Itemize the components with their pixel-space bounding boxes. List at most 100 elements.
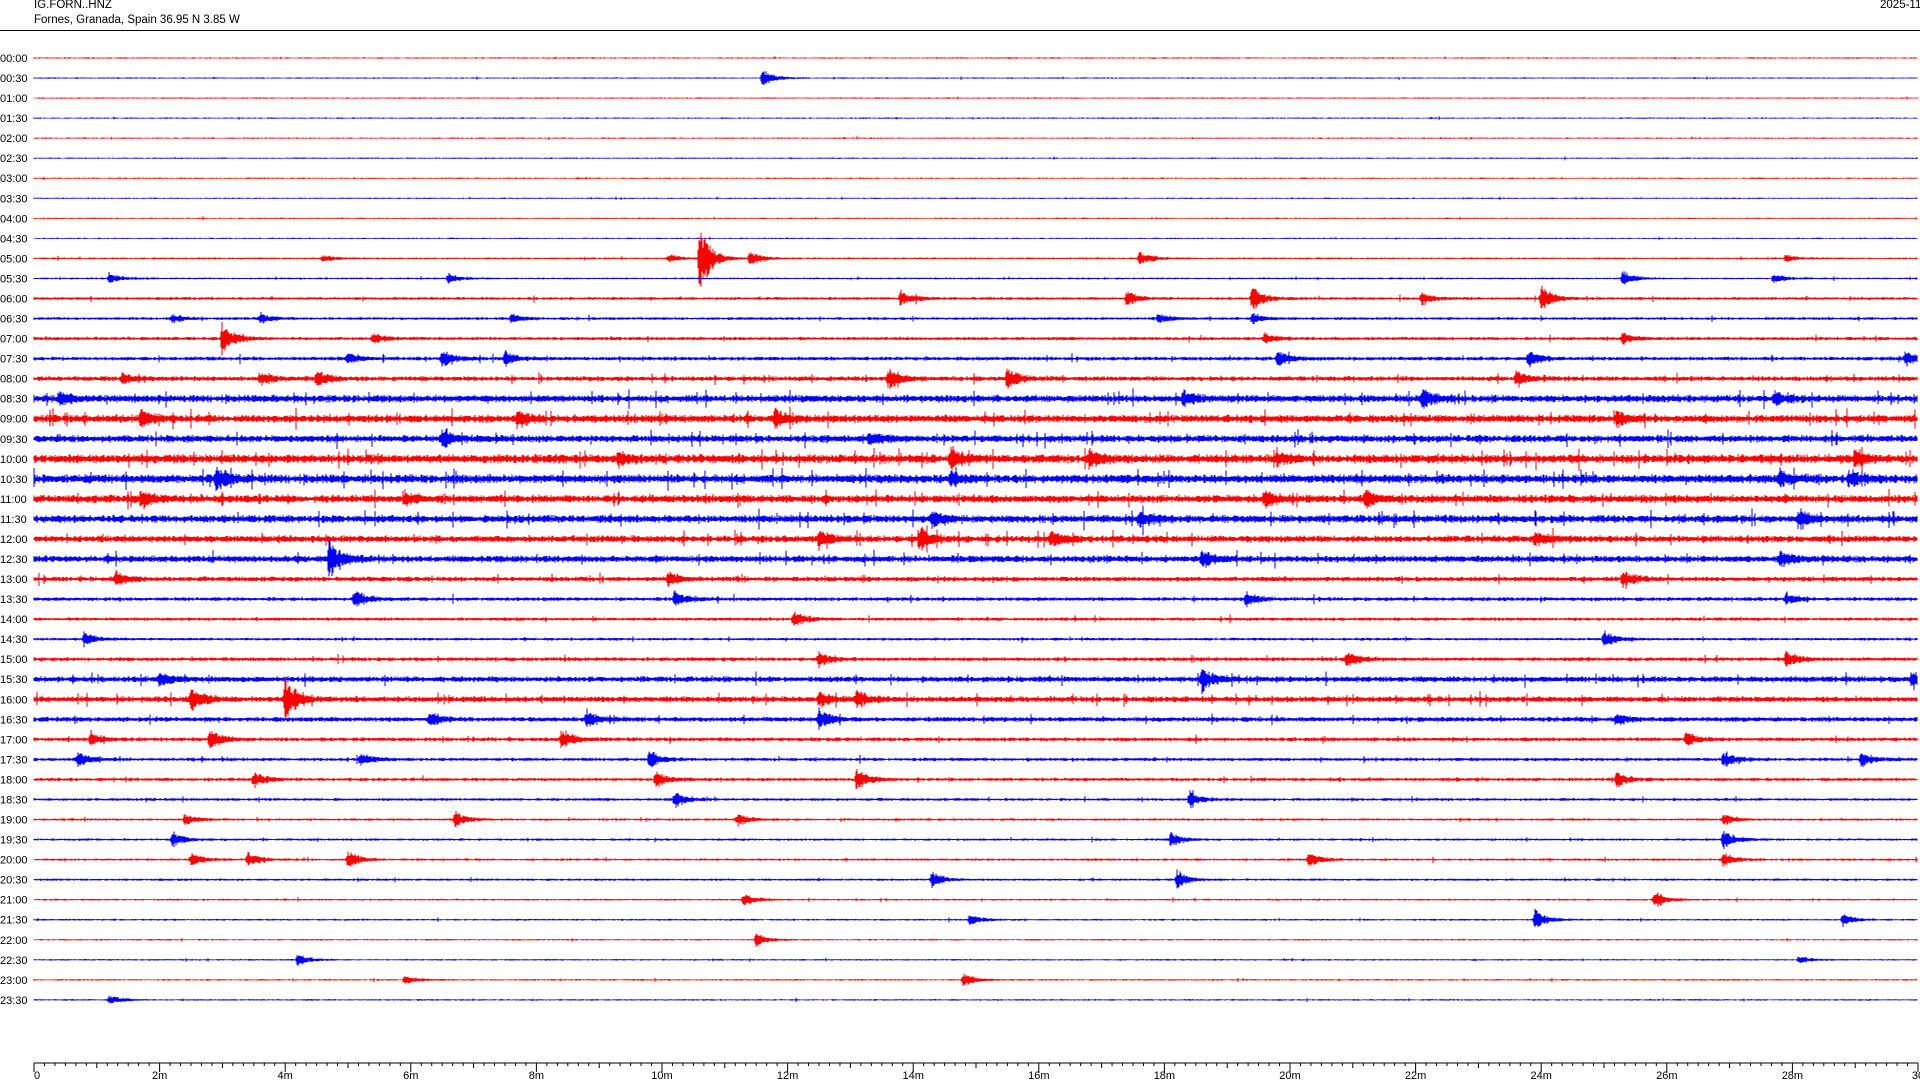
row-label-0800: 08:00	[0, 374, 28, 386]
trace-0030	[33, 71, 1918, 86]
row-label-0530: 05:30	[0, 273, 28, 285]
trace-0400	[33, 216, 1918, 221]
row-label-2300: 23:00	[0, 975, 28, 987]
row-label-1130: 11:30	[0, 514, 27, 526]
x-tick-label: 12m	[777, 1070, 798, 1080]
row-label-0730: 07:30	[0, 354, 28, 366]
trace-0130	[33, 116, 1918, 120]
row-label-0030: 00:30	[0, 73, 28, 85]
row-label-1330: 13:30	[0, 594, 28, 606]
row-label-0700: 07:00	[0, 334, 28, 346]
row-label-0600: 06:00	[0, 293, 28, 305]
x-tick-label: 30	[1912, 1070, 1920, 1080]
trace-2130	[33, 908, 1918, 927]
trace-1830	[33, 790, 1918, 809]
x-tick-label: 16m	[1028, 1070, 1049, 1080]
row-label-1430: 14:30	[0, 634, 28, 646]
trace-1000	[33, 446, 1918, 473]
trace-1500	[33, 650, 1918, 669]
x-tick-label: 28m	[1782, 1070, 1803, 1080]
row-label-1730: 17:30	[0, 754, 28, 766]
trace-1100	[33, 489, 1918, 510]
trace-0630	[33, 312, 1918, 325]
trace-1230	[33, 540, 1918, 577]
trace-1330	[33, 590, 1918, 608]
row-label-0900: 09:00	[0, 414, 28, 426]
trace-2200	[33, 933, 1918, 947]
trace-0330	[33, 196, 1918, 201]
trace-0000	[33, 56, 1918, 60]
row-label-0000: 00:00	[0, 53, 28, 65]
trace-2330	[33, 995, 1918, 1004]
x-tick-label: 4m	[278, 1070, 293, 1080]
trace-0230	[33, 156, 1918, 161]
row-label-1930: 19:30	[0, 835, 28, 847]
row-label-0400: 04:00	[0, 213, 28, 225]
trace-0200	[33, 136, 1918, 140]
x-tick-label: 10m	[651, 1070, 672, 1080]
x-tick-label: 24m	[1530, 1070, 1551, 1080]
row-label-0930: 09:30	[0, 434, 28, 446]
trace-1600	[33, 677, 1918, 720]
trace-1700	[33, 729, 1918, 749]
x-tick-label: 18m	[1154, 1070, 1175, 1080]
row-label-1030: 10:30	[0, 474, 28, 486]
trace-1200	[33, 525, 1918, 553]
trace-2000	[33, 851, 1918, 867]
x-tick-label: 8m	[529, 1070, 544, 1080]
trace-0530	[33, 271, 1918, 285]
x-tick-label: 20m	[1279, 1070, 1300, 1080]
row-label-1530: 15:30	[0, 674, 28, 686]
row-label-1400: 14:00	[0, 614, 28, 626]
trace-1730	[33, 751, 1918, 768]
trace-0300	[33, 176, 1918, 180]
row-label-1900: 19:00	[0, 815, 28, 827]
trace-1800	[33, 768, 1918, 790]
row-label-1200: 12:00	[0, 534, 28, 546]
trace-2100	[33, 892, 1918, 907]
x-tick-label: 26m	[1656, 1070, 1677, 1080]
trace-0500	[33, 232, 1918, 287]
trace-1130	[33, 505, 1918, 536]
station-location: Fornes, Granada, Spain 36.95 N 3.85 W	[34, 14, 240, 26]
row-label-1600: 16:00	[0, 694, 28, 706]
trace-1430	[33, 630, 1918, 648]
row-label-2330: 23:30	[0, 995, 28, 1007]
trace-1900	[33, 810, 1918, 828]
trace-group	[33, 56, 1918, 1004]
row-label-0130: 01:30	[0, 113, 28, 125]
trace-1630	[33, 707, 1918, 730]
x-tick-label: 6m	[403, 1070, 418, 1080]
trace-0730	[33, 350, 1918, 368]
row-label-1800: 18:00	[0, 774, 28, 786]
header: IG.FORN..HNZ Fornes, Granada, Spain 36.9…	[0, 0, 1920, 31]
row-label-0630: 06:30	[0, 314, 28, 326]
row-label-0200: 02:00	[0, 133, 28, 145]
row-label-2100: 21:00	[0, 895, 28, 907]
row-label-1300: 13:00	[0, 574, 28, 586]
trace-2030	[33, 869, 1918, 889]
row-label-1000: 10:00	[0, 454, 28, 466]
row-label-2230: 22:30	[0, 955, 28, 967]
row-label-0430: 04:30	[0, 233, 28, 245]
trace-0930	[33, 428, 1918, 449]
trace-0900	[33, 406, 1918, 430]
trace-2230	[33, 955, 1918, 966]
trace-1930	[33, 830, 1918, 850]
row-label-0100: 01:00	[0, 93, 28, 105]
trace-0430	[33, 236, 1918, 240]
trace-0100	[33, 96, 1918, 100]
header-rule	[0, 30, 1920, 31]
trace-0800	[33, 368, 1918, 389]
row-label-1100: 11:00	[0, 494, 27, 506]
x-axis: 0 2m 4m 6m 8m 10m 12m 14m 16m 18m 20m 22m 24m 26m 28m 3…	[33, 1062, 1920, 1080]
row-label-2200: 22:00	[0, 935, 28, 947]
row-label-0330: 03:30	[0, 193, 28, 205]
row-label-0300: 03:00	[0, 173, 28, 185]
x-tick-label: 2m	[152, 1070, 167, 1080]
record-date: 2025-11-05	[1880, 0, 1920, 11]
trace-0600	[33, 285, 1918, 310]
x-tick-label: 22m	[1405, 1070, 1426, 1080]
station-code: IG.FORN..HNZ	[34, 0, 112, 11]
